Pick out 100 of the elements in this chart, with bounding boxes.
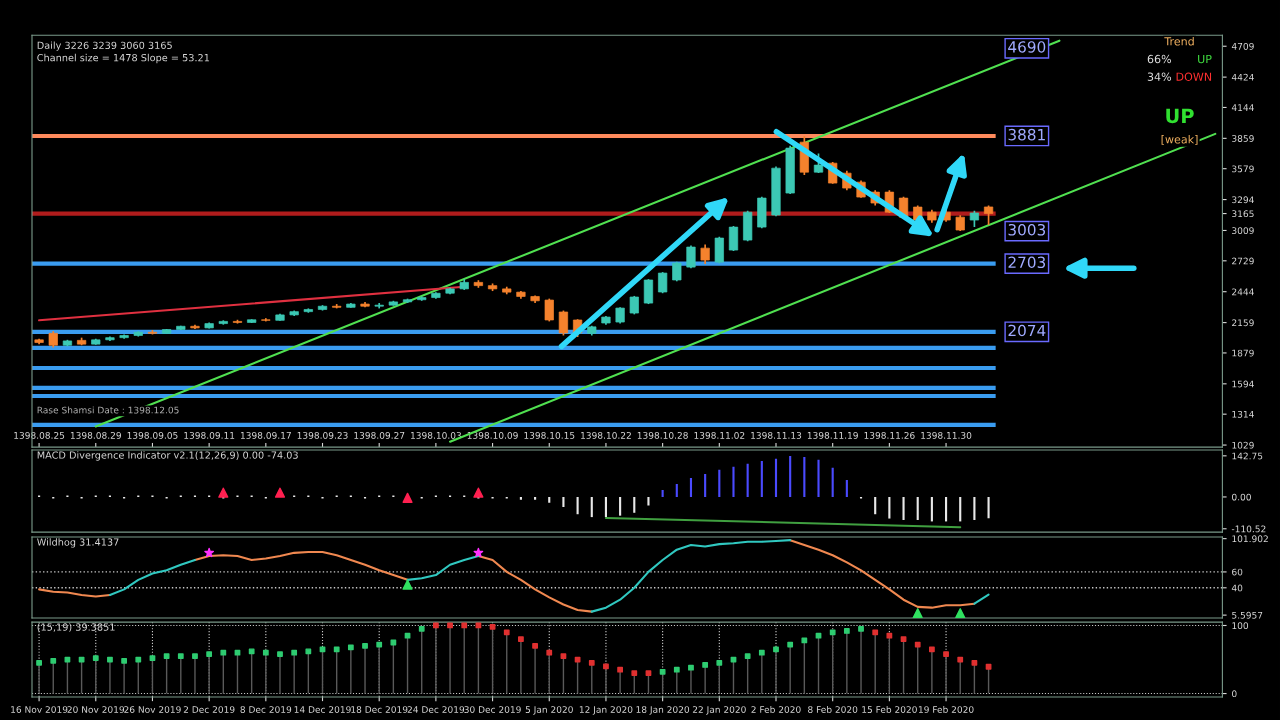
ref-line-label: 2074 bbox=[1008, 324, 1046, 337]
bar bbox=[519, 496, 522, 500]
bar bbox=[534, 496, 537, 500]
bar bbox=[746, 463, 749, 497]
x-tick-label: 5 Jan 2020 bbox=[525, 706, 573, 715]
bar bbox=[959, 496, 962, 522]
x-tick-label: 1398.08.25 bbox=[14, 432, 65, 439]
bar bbox=[619, 496, 622, 516]
x-tick-label: 1398.11.02 bbox=[694, 432, 745, 439]
x-tick-label: 1398.08.29 bbox=[70, 432, 121, 439]
y-tick-label: 2444 bbox=[1232, 288, 1254, 296]
annotation: UP bbox=[1198, 54, 1212, 64]
y-tick-label: 101.902 bbox=[1232, 535, 1268, 543]
bar bbox=[874, 496, 877, 515]
ref-line-label: 2703 bbox=[1008, 256, 1046, 269]
x-tick-label: 1398.09.05 bbox=[127, 432, 178, 439]
candlestick bbox=[700, 243, 710, 265]
y-tick-label: -110.52 bbox=[1231, 525, 1266, 533]
chart-title: MACD Divergence Indicator v2.1(12,26,9) 0.00 -74.03 bbox=[37, 451, 298, 461]
bar bbox=[803, 456, 806, 497]
bar bbox=[760, 460, 763, 497]
x-tick-label: 20 Nov 2019 bbox=[67, 706, 125, 713]
annotation: Rase Shamsi Date : 1398.12.05 bbox=[37, 406, 179, 414]
point bbox=[473, 547, 484, 558]
y-tick-label: 3009 bbox=[1232, 227, 1254, 235]
y-tick-label: 3294 bbox=[1232, 196, 1254, 204]
y-tick-label: 142.75 bbox=[1232, 452, 1263, 460]
y-tick-label: 4144 bbox=[1231, 104, 1254, 111]
y-tick-label: 40 bbox=[1231, 584, 1243, 592]
x-tick-label: 26 Nov 2019 bbox=[124, 706, 181, 713]
bar bbox=[916, 496, 919, 520]
annotation: 66% bbox=[1147, 54, 1172, 64]
bar bbox=[661, 490, 664, 497]
y-tick-label: 100 bbox=[1232, 622, 1249, 630]
y-tick-label: 1314 bbox=[1232, 410, 1254, 418]
candlestick bbox=[643, 278, 654, 305]
bar bbox=[548, 496, 551, 503]
x-tick-label: 2 Feb 2020 bbox=[751, 705, 801, 713]
bar bbox=[817, 459, 820, 497]
y-tick-label: 0 bbox=[1232, 690, 1237, 698]
x-tick-label: 1398.10.03 bbox=[411, 432, 462, 439]
y-tick-label: 1594 bbox=[1232, 380, 1254, 388]
x-tick-label: 1398.10.28 bbox=[637, 432, 688, 439]
x-tick-label: 1398.11.26 bbox=[864, 432, 915, 439]
x-tick-label: 1398.09.17 bbox=[240, 432, 291, 439]
bar bbox=[732, 466, 735, 497]
y-tick-label: 60 bbox=[1232, 568, 1243, 576]
x-tick-label: 14 Dec 2019 bbox=[294, 706, 351, 713]
x-tick-label: 16 Nov 2019 bbox=[11, 706, 68, 713]
bar bbox=[562, 496, 565, 508]
bar bbox=[888, 496, 891, 519]
bar bbox=[704, 473, 707, 497]
text: Daily 3226 3239 3060 3165 bbox=[37, 41, 172, 51]
point bbox=[402, 579, 413, 590]
x-tick-label: 1398.10.09 bbox=[467, 432, 518, 439]
y-tick-label: 3579 bbox=[1232, 165, 1254, 173]
x-tick-label: 18 Jan 2020 bbox=[636, 706, 690, 715]
x-tick-label: 12 Jan 2020 bbox=[579, 706, 633, 715]
x-tick-label: 1398.09.27 bbox=[354, 432, 405, 439]
x-tick-label: 1398.09.23 bbox=[297, 432, 348, 439]
bar bbox=[902, 496, 905, 520]
chart-title: (15,19) 39.3851 bbox=[37, 623, 115, 632]
bar bbox=[647, 496, 650, 506]
annotation: Trend bbox=[1164, 36, 1194, 46]
y-tick-label: 1879 bbox=[1232, 349, 1254, 357]
y-tick-label: 4424 bbox=[1231, 73, 1254, 81]
annotation: DOWN bbox=[1176, 72, 1212, 81]
y-tick-label: 5.5957 bbox=[1232, 611, 1263, 619]
x-tick-label: 1398.09.11 bbox=[184, 432, 235, 439]
x-tick-label: 24 Dec 2019 bbox=[407, 706, 465, 713]
candlestick bbox=[558, 309, 569, 337]
candlestick bbox=[728, 225, 739, 252]
y-tick-label: 1029 bbox=[1232, 441, 1254, 449]
x-tick-label: 8 Feb 2020 bbox=[808, 705, 858, 713]
bar bbox=[604, 496, 608, 518]
bar bbox=[987, 496, 990, 519]
annotation: 4690 bbox=[1008, 41, 1046, 53]
annotation: 3003 bbox=[1008, 224, 1046, 236]
text: Channel size = 1478 Slope = 53.21 bbox=[37, 53, 210, 64]
bar bbox=[845, 479, 848, 497]
annotation: [weak] bbox=[1161, 134, 1198, 145]
y-tick-label: 0.00 bbox=[1232, 493, 1251, 501]
ref-line-label: 3881 bbox=[1008, 128, 1045, 141]
x-tick-label: 19 Feb 2020 bbox=[918, 705, 974, 713]
x-tick-label: 30 Dec 2019 bbox=[464, 706, 521, 713]
bar bbox=[774, 458, 778, 497]
y-tick-label: 2159 bbox=[1232, 319, 1254, 327]
y-tick-label: 3165 bbox=[1232, 210, 1254, 218]
bar bbox=[718, 469, 721, 497]
y-tick-label: 2729 bbox=[1232, 257, 1254, 265]
y-tick-label: 4709 bbox=[1231, 42, 1254, 50]
x-tick-label: 1398.10.15 bbox=[524, 432, 575, 439]
x-tick-label: 1398.11.19 bbox=[807, 432, 858, 439]
x-tick-label: 2 Dec 2019 bbox=[183, 706, 235, 713]
chart-title: Wildhog 31.4137 bbox=[37, 538, 119, 548]
point bbox=[912, 608, 923, 618]
bar bbox=[944, 496, 948, 522]
bar bbox=[930, 496, 933, 522]
x-tick-label: 22 Jan 2020 bbox=[692, 706, 746, 715]
point bbox=[955, 608, 966, 618]
